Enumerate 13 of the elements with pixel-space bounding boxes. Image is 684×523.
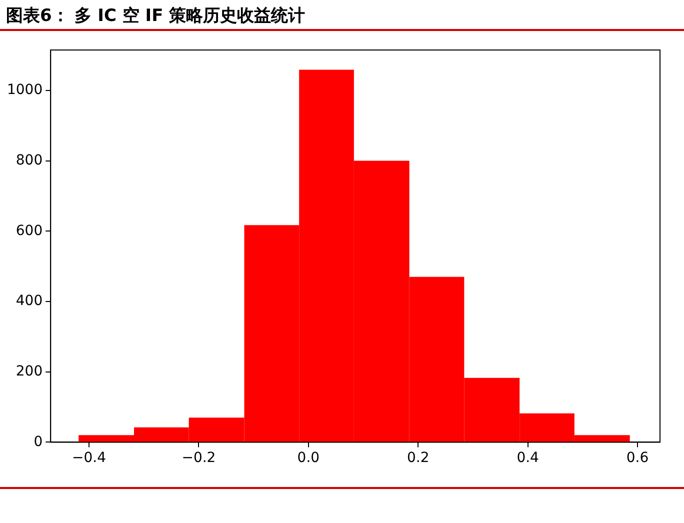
x-tick-label: 0.0 <box>297 450 320 466</box>
y-tick-label: 600 <box>16 222 43 239</box>
x-tick-label: 0.4 <box>516 450 540 466</box>
y-tick-label: 0 <box>34 434 43 450</box>
y-tick-label: 1000 <box>6 82 43 98</box>
x-tick-label: 0.6 <box>626 450 649 466</box>
chart-title: 图表6： 多 IC 空 IF 策略历史收益统计 <box>6 5 306 27</box>
y-tick-label: 200 <box>16 363 43 380</box>
x-tick-label: 0.2 <box>406 450 430 466</box>
y-tick-label: 400 <box>16 293 43 310</box>
x-tick-label: −0.4 <box>72 450 106 466</box>
x-tick-label: −0.2 <box>182 450 216 466</box>
y-tick-label: 800 <box>16 152 43 168</box>
